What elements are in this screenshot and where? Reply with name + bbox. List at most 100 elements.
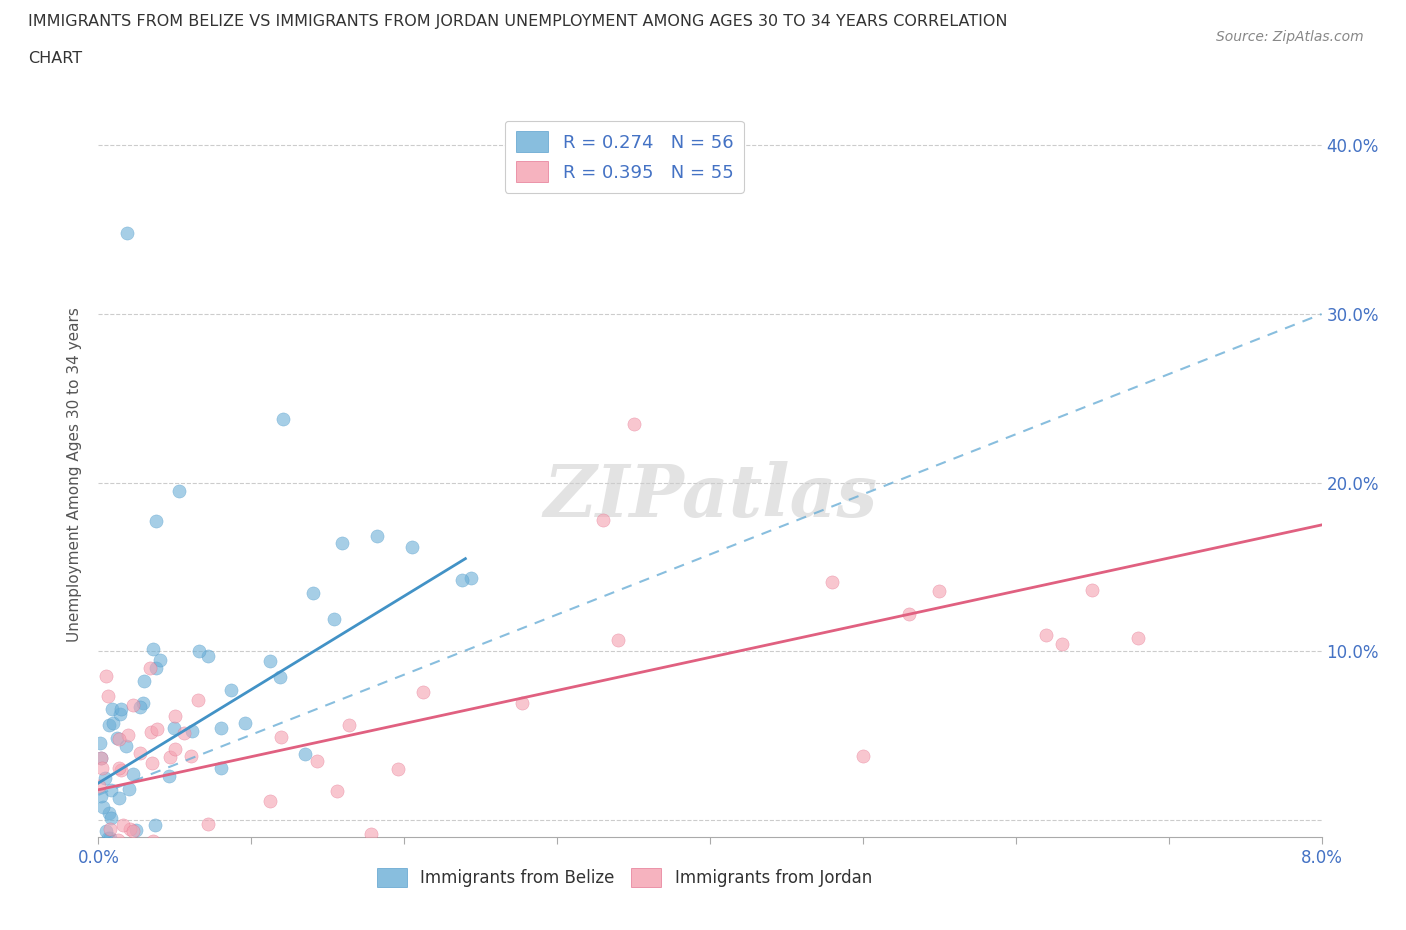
Point [197,817,219,831]
Point [852,749,875,764]
Point [90,751,112,766]
Point [1035,628,1057,643]
Legend: Immigrants from Belize, Immigrants from Jordan: Immigrants from Belize, Immigrants from … [370,861,879,894]
Text: IMMIGRANTS FROM BELIZE VS IMMIGRANTS FROM JORDAN UNEMPLOYMENT AMONG AGES 30 TO 3: IMMIGRANTS FROM BELIZE VS IMMIGRANTS FRO… [28,14,1008,29]
Point [100,810,122,825]
Point [146,721,169,736]
Point [100,822,122,837]
Point [451,572,474,587]
Point [180,749,202,764]
Point [259,793,281,808]
Point [387,762,409,777]
Point [173,725,195,740]
Point [94,669,117,684]
Point [197,649,219,664]
Point [122,846,145,861]
Point [89,736,111,751]
Point [101,716,124,731]
Point [97,689,120,704]
Point [122,823,145,838]
Point [143,817,166,832]
Point [112,817,135,832]
Point [149,653,172,668]
Point [1081,583,1104,598]
Text: CHART: CHART [28,51,82,66]
Point [112,855,135,870]
Point [188,644,211,658]
Point [159,750,181,764]
Point [928,584,950,599]
Point [108,848,131,863]
Point [326,783,349,798]
Point [607,632,630,647]
Point [115,226,138,241]
Point [122,698,145,712]
Point [145,661,167,676]
Point [96,824,118,839]
Point [97,717,120,732]
Point [108,731,131,746]
Point [897,606,920,621]
Point [187,692,209,707]
Point [108,790,131,805]
Point [97,805,120,820]
Point [337,717,360,732]
Point [93,770,115,785]
Text: ZIPatlas: ZIPatlas [543,460,877,532]
Point [592,512,614,527]
Point [209,721,232,736]
Point [91,800,114,815]
Point [139,661,162,676]
Point [108,761,131,776]
Point [460,570,482,585]
Y-axis label: Unemployment Among Ages 30 to 34 years: Unemployment Among Ages 30 to 34 years [67,307,83,642]
Point [157,769,180,784]
Point [90,789,112,804]
Point [115,738,138,753]
Point [118,782,141,797]
Point [118,822,141,837]
Point [122,766,145,781]
Point [181,724,204,738]
Point [101,701,124,716]
Point [91,761,114,776]
Point [322,611,344,626]
Point [271,411,294,426]
Point [114,849,136,864]
Point [821,575,844,590]
Text: Source: ZipAtlas.com: Source: ZipAtlas.com [1216,30,1364,44]
Point [143,846,166,861]
Point [98,830,121,845]
Point [163,709,186,724]
Point [108,707,131,722]
Point [259,654,281,669]
Point [512,695,534,710]
Point [238,842,260,857]
Point [233,715,256,730]
Point [330,535,353,550]
Point [145,513,167,528]
Point [131,695,153,710]
Point [167,484,190,498]
Point [128,746,150,761]
Point [221,683,243,698]
Point [401,540,423,555]
Point [87,778,110,793]
Point [142,833,165,848]
Point [1050,637,1073,652]
Point [139,724,162,739]
Point [412,684,434,699]
Point [91,846,114,861]
Point [105,731,128,746]
Point [301,586,323,601]
Point [107,832,129,847]
Point [366,528,388,543]
Point [623,417,645,432]
Point [360,826,382,841]
Point [110,846,132,861]
Point [307,754,329,769]
Point [110,701,132,716]
Point [142,642,165,657]
Point [209,761,232,776]
Point [1128,631,1150,645]
